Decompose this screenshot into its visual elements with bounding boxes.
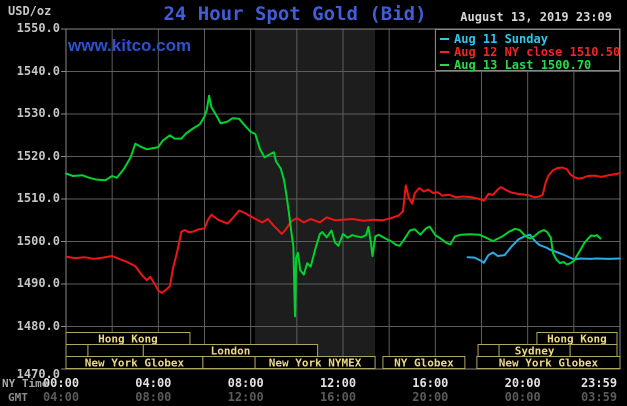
- x-tick-gmt-label: 00:00: [504, 390, 541, 404]
- y-tick-label: 1510.0: [16, 191, 60, 205]
- ny-time-axis-caption: NY Time: [2, 377, 49, 390]
- y-tick-label: 1490.0: [16, 276, 60, 290]
- x-tick-gmt-label: 12:00: [227, 390, 264, 404]
- y-tick-label: 1530.0: [16, 106, 60, 120]
- x-tick-gmt-label: 08:00: [135, 390, 172, 404]
- page-title: 24 Hour Spot Gold (Bid): [163, 3, 427, 25]
- x-tick-ny-label: 16:00: [412, 376, 449, 390]
- session-label: New York NYMEX: [269, 357, 362, 370]
- legend-label: Aug 11 Sunday: [454, 31, 548, 46]
- legend-line-swatch: [440, 37, 449, 40]
- x-tick-ny-label: 08:00: [227, 376, 264, 390]
- session-box-empty: [477, 344, 500, 357]
- aug13-line: [65, 94, 602, 318]
- session-label: Sydney: [515, 345, 555, 358]
- x-tick-gmt-label: 04:00: [42, 390, 80, 404]
- session-label: New York Globex: [85, 357, 185, 370]
- aug12-line: [65, 166, 621, 294]
- x-tick-ny-label: 04:00: [135, 376, 172, 390]
- legend-item: Aug 12 NY close 1510.50: [436, 44, 621, 59]
- x-tick-ny-label: 00:00: [42, 376, 80, 390]
- session-box-empty: [569, 344, 618, 357]
- legend-line-swatch: [440, 63, 449, 66]
- session-box-empty: [65, 344, 89, 357]
- x-tick-ny-label: 12:00: [319, 376, 357, 390]
- y-tick-label: 1500.0: [16, 233, 60, 248]
- session-box-empty: [87, 344, 144, 357]
- session-box-empty: [202, 356, 256, 369]
- legend-item: Aug 11 Sunday: [436, 31, 619, 46]
- x-tick-ny-label: 20:00: [504, 376, 541, 390]
- chart-legend: Aug 11 Sunday Aug 12 NY close 1510.50 Aug …: [435, 29, 621, 72]
- session-box-ny-globex: [382, 356, 466, 369]
- y-tick-label: 1520.0: [16, 148, 60, 163]
- session-label: Hong Kong: [98, 333, 158, 346]
- y-tick-label: 1480.0: [16, 318, 60, 333]
- session-label: London: [211, 345, 251, 358]
- session-label: New York Globex: [499, 357, 599, 370]
- x-tick-gmt-label: 16:00: [319, 390, 357, 404]
- session-box-new-york-nymex: [254, 356, 376, 369]
- session-label: NY Globex: [394, 357, 454, 370]
- y-tick-label: 1550.0: [16, 21, 60, 35]
- session-label: Hong Kong: [547, 333, 607, 346]
- gmt-axis-caption: GMT: [8, 391, 28, 404]
- x-tick-gmt-label: 03:59: [580, 390, 618, 404]
- legend-line-swatch: [440, 50, 449, 53]
- x-tick-ny-label: 23:59: [580, 376, 618, 390]
- kitco-watermark-link[interactable]: www.kitco.com: [68, 36, 192, 55]
- timestamp: August 13, 2019 23:09: [460, 10, 612, 24]
- legend-label: Aug 13 Last 1500.70: [454, 57, 592, 72]
- y-axis-unit-label: USD/oz: [8, 4, 52, 18]
- x-tick-gmt-label: 20:00: [412, 390, 449, 404]
- session-box-new-york-globex: [476, 356, 621, 369]
- legend-item: Aug 13 Last 1500.70: [436, 57, 619, 72]
- y-tick-label: 1470.0: [16, 367, 60, 381]
- legend-label: Aug 12 NY close 1510.50: [454, 44, 621, 59]
- y-tick-label: 1540.0: [16, 63, 60, 78]
